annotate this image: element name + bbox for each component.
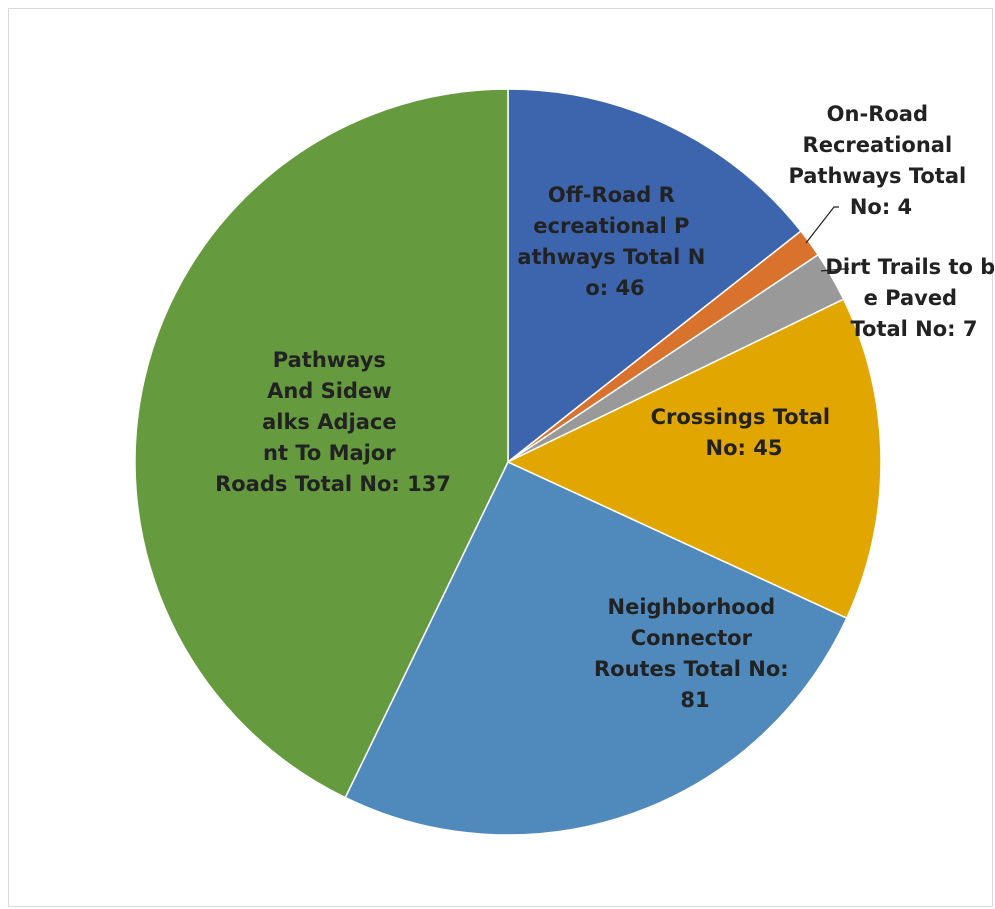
- label-line: Pathways: [273, 348, 386, 372]
- data-label-pathways-sidewalks: Pathways And Sidew alks Adjace nt To Maj…: [215, 348, 451, 496]
- pie-slice-pathways-sidewalks: [134, 88, 509, 799]
- label-line: athways Total N: [517, 245, 705, 269]
- label-line: o: 46: [585, 276, 644, 300]
- label-line: Neighborhood: [608, 595, 776, 619]
- label-line: e Paved: [864, 286, 958, 310]
- label-line: Total No: 7: [850, 317, 977, 341]
- label-line: Routes Total No:: [594, 657, 789, 681]
- label-line: Pathways Total: [788, 164, 966, 188]
- data-label-on-road: On-Road Recreational Pathways Total No: …: [788, 102, 973, 219]
- data-label-crossings: Crossings Total No: 45: [651, 405, 838, 460]
- label-line: nt To Major: [263, 441, 396, 465]
- label-line: ecreational P: [533, 214, 689, 238]
- pie-chart: Off-Road R ecreational P athways Total N…: [134, 88, 994, 836]
- label-line: Off-Road R: [548, 183, 675, 207]
- pie-slice-crossings: [506, 298, 882, 620]
- leader-line-dirt-trails: [820, 268, 849, 272]
- label-line: Recreational: [803, 133, 953, 157]
- leader-line-on-road: [805, 206, 839, 244]
- label-line: Crossings Total: [651, 405, 831, 429]
- pie-slices: [134, 88, 882, 836]
- label-line: No: 4: [850, 195, 912, 219]
- label-line: No: 45: [706, 436, 783, 460]
- label-line: And Sidew: [267, 379, 392, 403]
- data-label-dirt-trails: Dirt Trails to b e Paved Total No: 7: [825, 255, 994, 341]
- label-line: On-Road: [827, 102, 928, 126]
- label-line: alks Adjace: [262, 410, 397, 434]
- label-line: 81: [680, 688, 709, 712]
- data-label-off-road: Off-Road R ecreational P athways Total N…: [517, 183, 712, 300]
- label-line: Dirt Trails to b: [825, 255, 994, 279]
- label-line: Roads Total No: 137: [215, 472, 451, 496]
- pie-slice-neighborhood: [344, 461, 848, 836]
- data-label-neighborhood: Neighborhood Connector Routes Total No: …: [594, 595, 796, 712]
- pie-slice-off-road: [507, 88, 802, 464]
- chart-frame: Off-Road R ecreational P athways Total N…: [8, 8, 994, 907]
- label-line: Connector: [631, 626, 753, 650]
